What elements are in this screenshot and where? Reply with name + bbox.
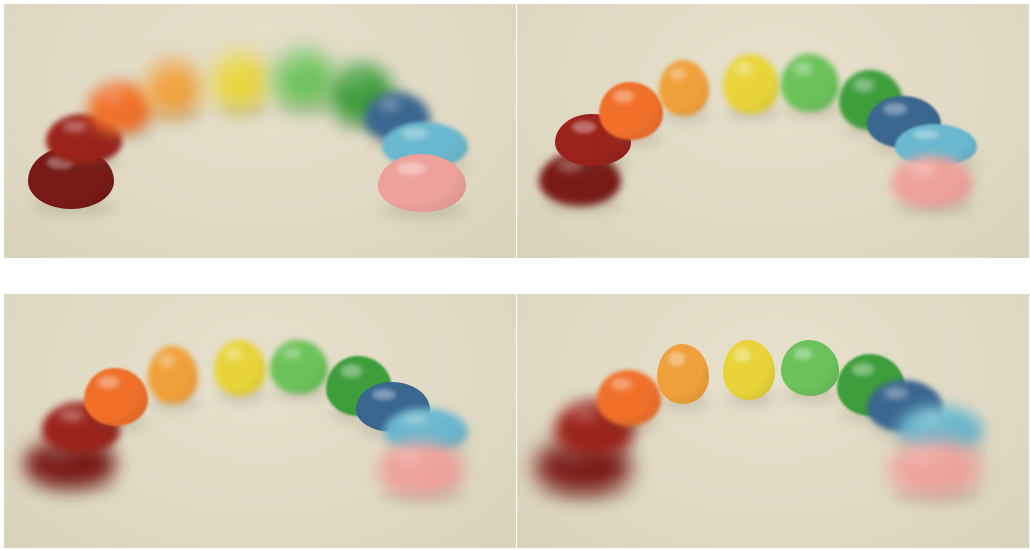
light-orange-jelly-bean xyxy=(657,344,709,404)
pink-jelly-bean xyxy=(889,440,981,496)
photo-panel-top-right xyxy=(517,4,1029,258)
red-jelly-bean xyxy=(46,114,122,164)
dark-red-jelly-bean xyxy=(28,147,114,209)
light-green-jelly-bean xyxy=(781,54,839,112)
light-orange-jelly-bean xyxy=(146,60,200,116)
orange-jelly-bean xyxy=(597,370,661,426)
photo-panel-bottom-right xyxy=(517,294,1029,548)
photo-panel-top-left xyxy=(4,4,516,258)
light-green-jelly-bean xyxy=(270,340,328,394)
yellow-jelly-bean xyxy=(212,52,268,110)
pink-jelly-bean xyxy=(378,154,466,212)
light-green-jelly-bean xyxy=(781,340,839,396)
red-jelly-bean xyxy=(42,402,120,454)
orange-jelly-bean xyxy=(88,82,152,134)
photo-panel-bottom-left xyxy=(4,294,516,548)
light-orange-jelly-bean xyxy=(148,346,198,404)
orange-jelly-bean xyxy=(599,82,663,140)
pink-jelly-bean xyxy=(378,442,464,496)
light-green-jelly-bean xyxy=(274,50,334,108)
yellow-jelly-bean xyxy=(723,340,775,400)
orange-jelly-bean xyxy=(84,368,148,426)
pink-jelly-bean xyxy=(891,156,973,208)
yellow-jelly-bean xyxy=(723,54,779,114)
light-orange-jelly-bean xyxy=(659,60,709,116)
yellow-jelly-bean xyxy=(214,340,266,396)
